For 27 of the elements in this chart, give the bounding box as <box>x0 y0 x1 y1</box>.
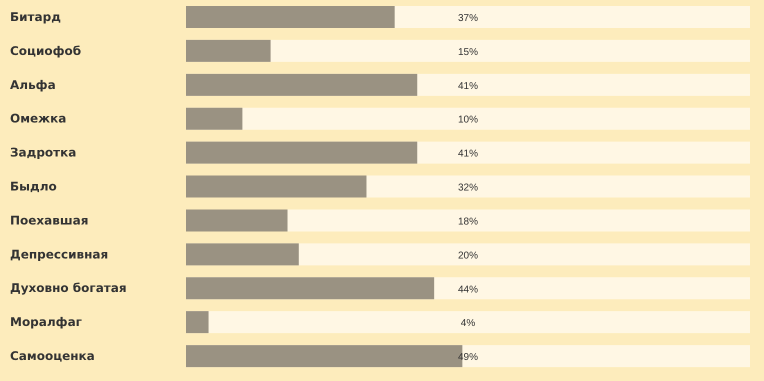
y-tick-label: Духовно богатая <box>10 281 127 296</box>
bar <box>186 243 299 266</box>
data-label: 44% <box>458 284 478 296</box>
y-tick-label: Самооценка <box>10 349 95 364</box>
bar <box>186 209 288 232</box>
y-tick-label: Депрессивная <box>10 247 108 262</box>
bar <box>186 311 209 334</box>
bar <box>186 40 271 62</box>
y-tick-label: Поехавшая <box>10 213 88 228</box>
bar <box>186 108 242 130</box>
data-label: 15% <box>458 46 478 58</box>
data-label: 10% <box>458 114 478 126</box>
data-label: 49% <box>458 352 478 364</box>
y-tick-label: Омежка <box>10 112 66 126</box>
y-tick-label: Задротка <box>10 146 76 160</box>
data-label: 32% <box>458 182 478 194</box>
y-tick-label: Битард <box>10 10 62 24</box>
data-label: 18% <box>458 216 478 228</box>
data-label: 41% <box>458 80 478 92</box>
data-label: 37% <box>458 13 478 24</box>
y-tick-label: Социофоб <box>10 44 82 58</box>
data-label: 41% <box>458 148 478 160</box>
data-label: 20% <box>458 250 478 262</box>
y-tick-label: Альфа <box>10 78 56 92</box>
y-tick-label: Быдло <box>10 180 57 194</box>
data-label: 4% <box>460 318 476 330</box>
y-tick-label: Моралфаг <box>10 315 82 330</box>
